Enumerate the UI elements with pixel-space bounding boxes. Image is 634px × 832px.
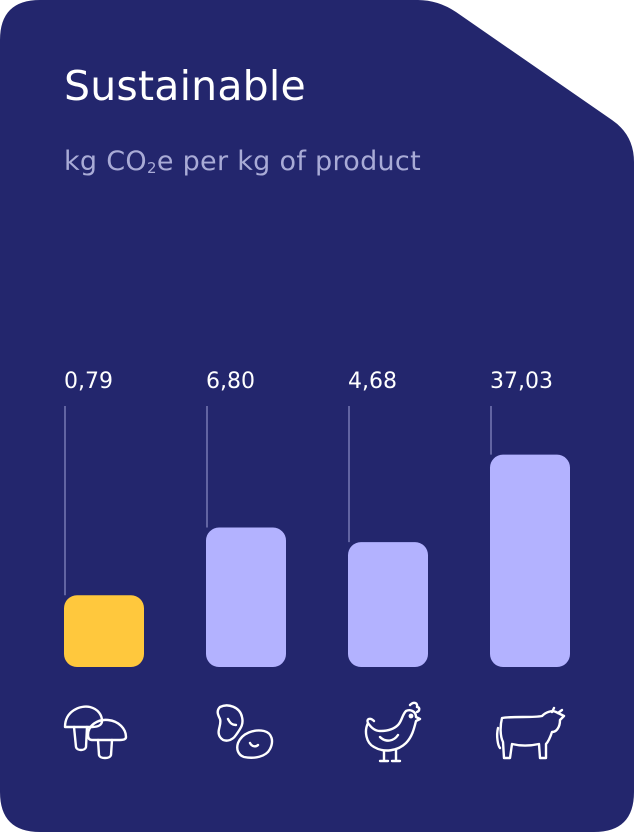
subtitle-unit-sub: 2 (146, 159, 157, 177)
bar-mushroom (64, 595, 144, 667)
chart-title: Sustainable (64, 62, 306, 110)
cow-icon (495, 706, 566, 760)
value-label-beef: 37,03 (490, 369, 553, 394)
bar-beef (490, 454, 570, 667)
bar-chicken (348, 542, 428, 667)
value-label-chicken: 4,68 (348, 369, 397, 394)
chart-subtitle: kg CO2e per kg of product (64, 146, 421, 177)
bar-beans (206, 527, 286, 667)
mushroom-icon (63, 705, 128, 760)
subtitle-unit-post: e per kg of product (156, 146, 421, 177)
chicken-icon (364, 701, 422, 763)
beans-icon (216, 704, 274, 759)
subtitle-unit-pre: kg CO (64, 146, 147, 177)
value-label-beans: 6,80 (206, 369, 255, 394)
value-label-mushroom: 0,79 (64, 369, 113, 394)
